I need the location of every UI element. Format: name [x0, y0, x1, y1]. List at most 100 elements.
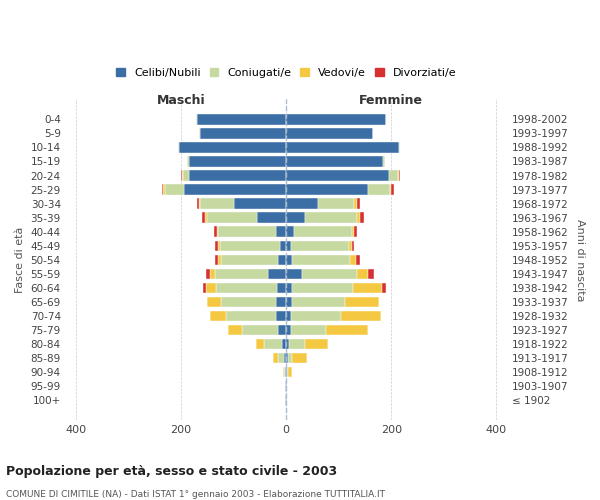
Bar: [360, 212, 364, 223]
Bar: [286, 184, 368, 195]
Bar: [292, 353, 307, 364]
Bar: [286, 367, 287, 378]
Bar: [382, 282, 386, 293]
Bar: [287, 367, 288, 378]
Bar: [189, 170, 286, 181]
Bar: [182, 170, 183, 181]
Bar: [218, 240, 220, 251]
Bar: [284, 353, 286, 364]
Bar: [218, 254, 221, 265]
Bar: [200, 128, 286, 138]
Bar: [256, 339, 263, 349]
Bar: [294, 226, 352, 237]
Bar: [292, 254, 350, 265]
Bar: [282, 339, 286, 349]
Bar: [277, 282, 286, 293]
Bar: [202, 212, 205, 223]
Bar: [286, 254, 292, 265]
Bar: [221, 254, 278, 265]
Bar: [399, 170, 400, 181]
Bar: [398, 170, 399, 181]
Bar: [352, 226, 355, 237]
Bar: [275, 296, 286, 307]
Bar: [326, 325, 368, 336]
Bar: [383, 156, 385, 166]
Bar: [286, 198, 317, 209]
Bar: [286, 212, 305, 223]
Bar: [278, 254, 286, 265]
Bar: [286, 353, 288, 364]
Bar: [206, 282, 217, 293]
Bar: [288, 367, 292, 378]
Bar: [368, 268, 374, 279]
Bar: [292, 296, 345, 307]
Bar: [292, 310, 341, 322]
Bar: [286, 296, 292, 307]
Bar: [317, 198, 355, 209]
Bar: [341, 310, 381, 322]
Bar: [286, 142, 399, 152]
Bar: [389, 184, 391, 195]
Bar: [305, 212, 357, 223]
Bar: [302, 268, 357, 279]
Bar: [215, 254, 218, 265]
Bar: [166, 184, 184, 195]
Bar: [286, 156, 383, 166]
Bar: [305, 339, 328, 349]
Bar: [217, 226, 218, 237]
Bar: [275, 226, 286, 237]
Bar: [215, 240, 218, 251]
Bar: [285, 395, 286, 406]
Bar: [203, 282, 206, 293]
Bar: [289, 339, 305, 349]
Bar: [215, 268, 268, 279]
Bar: [199, 198, 200, 209]
Bar: [286, 240, 292, 251]
Bar: [183, 170, 189, 181]
Bar: [292, 282, 353, 293]
Bar: [214, 226, 217, 237]
Bar: [352, 240, 355, 251]
Y-axis label: Anni di nascita: Anni di nascita: [575, 218, 585, 301]
Bar: [273, 353, 278, 364]
Bar: [286, 128, 373, 138]
Bar: [163, 184, 166, 195]
Bar: [233, 198, 286, 209]
Bar: [217, 282, 277, 293]
Bar: [357, 268, 368, 279]
Bar: [189, 156, 286, 166]
Bar: [286, 226, 294, 237]
Bar: [184, 184, 286, 195]
Text: COMUNE DI CIMITILE (NA) - Dati ISTAT 1° gennaio 2003 - Elaborazione TUTTITALIA.I: COMUNE DI CIMITILE (NA) - Dati ISTAT 1° …: [6, 490, 385, 499]
Bar: [162, 184, 163, 195]
Bar: [220, 240, 280, 251]
Bar: [391, 184, 394, 195]
Bar: [286, 339, 289, 349]
Bar: [355, 198, 357, 209]
Bar: [268, 268, 286, 279]
Bar: [286, 268, 302, 279]
Bar: [187, 156, 189, 166]
Bar: [355, 226, 357, 237]
Text: Femmine: Femmine: [359, 94, 423, 106]
Bar: [286, 114, 386, 124]
Bar: [292, 240, 349, 251]
Bar: [368, 184, 389, 195]
Bar: [280, 240, 286, 251]
Legend: Celibi/Nubili, Coniugati/e, Vedovi/e, Divorziati/e: Celibi/Nubili, Coniugati/e, Vedovi/e, Di…: [112, 64, 461, 82]
Bar: [197, 198, 199, 209]
Bar: [242, 325, 278, 336]
Bar: [200, 198, 233, 209]
Bar: [353, 282, 382, 293]
Bar: [257, 212, 286, 223]
Bar: [205, 212, 208, 223]
Bar: [286, 282, 292, 293]
Bar: [179, 142, 286, 152]
Bar: [286, 395, 287, 406]
Bar: [208, 296, 221, 307]
Bar: [284, 367, 286, 378]
Bar: [210, 310, 226, 322]
Bar: [278, 353, 284, 364]
Bar: [210, 268, 215, 279]
Bar: [263, 339, 282, 349]
